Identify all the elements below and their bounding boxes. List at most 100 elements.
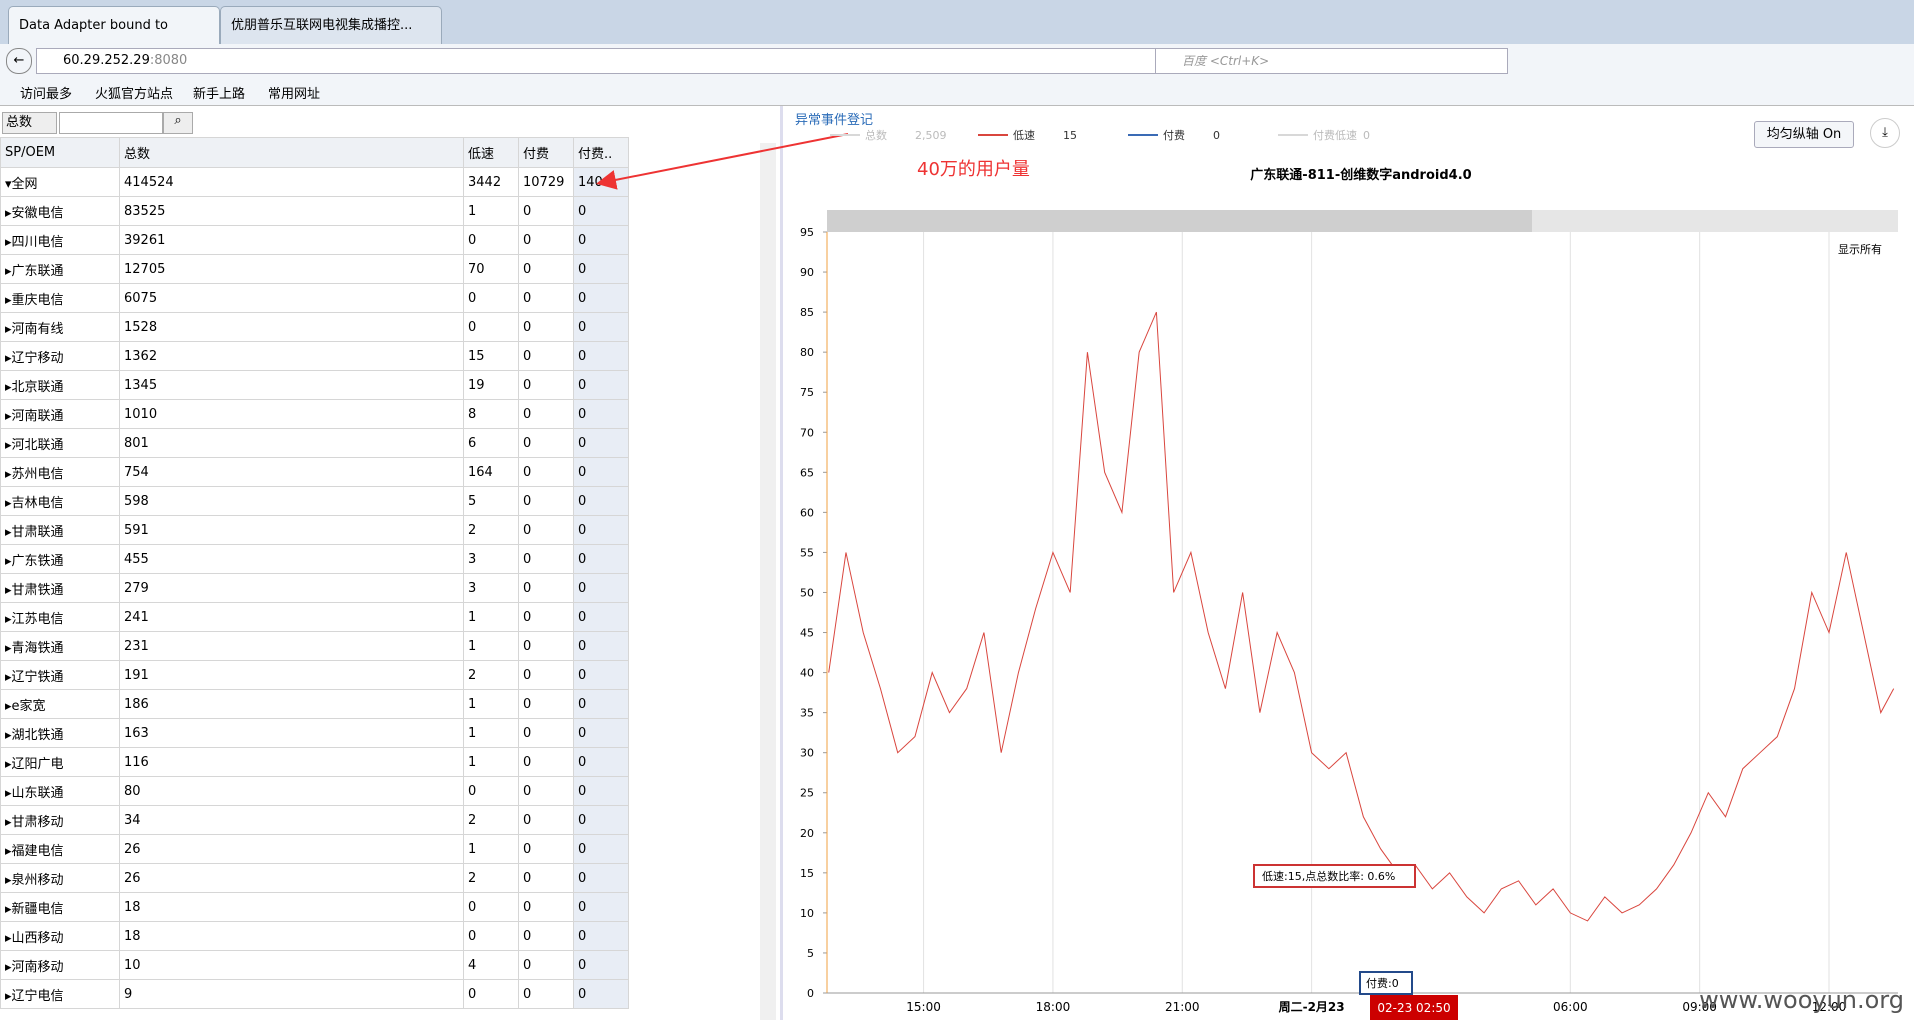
cell-text: 全网 bbox=[11, 176, 38, 192]
cell: 801 bbox=[119, 428, 464, 458]
cell: 10 bbox=[119, 950, 464, 980]
y-tick-label: 30 bbox=[800, 747, 814, 760]
legend-label: 付费低速 bbox=[1313, 129, 1357, 142]
cell-text: 甘肃联通 bbox=[11, 524, 64, 540]
bookmark[interactable]: 新手上路 bbox=[193, 87, 246, 102]
cell-text: 0 bbox=[468, 290, 477, 306]
cell: 1 bbox=[463, 747, 519, 777]
cell: ▸江苏电信 bbox=[0, 602, 120, 632]
cell-text: 801 bbox=[124, 435, 149, 451]
cell-text: 191 bbox=[124, 667, 149, 683]
cell-text: 广东联通 bbox=[11, 263, 64, 279]
cell: 0 bbox=[573, 486, 629, 516]
cell-text: 116 bbox=[124, 754, 149, 770]
table-row: ▸辽宁电信 9 0 0 0 bbox=[0, 979, 629, 1009]
panel-title: 异常事件登记 bbox=[795, 113, 874, 128]
legend-value: 2,509 bbox=[915, 129, 947, 142]
x-tick-label: 12:00 bbox=[1812, 1000, 1847, 1014]
cell: ▸甘肃铁通 bbox=[0, 573, 120, 603]
y-tick-label: 90 bbox=[800, 266, 814, 279]
show-all-button[interactable]: 显示所有 bbox=[1838, 243, 1882, 256]
cell: 0 bbox=[573, 950, 629, 980]
cell-text: 12705 bbox=[124, 261, 166, 277]
filter-input[interactable] bbox=[59, 112, 163, 134]
search-bar[interactable]: 百度 <Ctrl+K> bbox=[1155, 48, 1508, 74]
cell-text: 0 bbox=[523, 638, 532, 654]
column-header: 付费 bbox=[518, 137, 574, 168]
cell-text: 0 bbox=[523, 493, 532, 509]
cell: 0 bbox=[518, 805, 574, 835]
bookmark[interactable]: 访问最多 bbox=[20, 87, 73, 102]
table-row: ▸新疆电信 18 0 0 0 bbox=[0, 892, 629, 922]
cell-text: 2 bbox=[468, 870, 477, 886]
cell-text: 北京联通 bbox=[11, 379, 64, 395]
back-button[interactable]: ← bbox=[6, 48, 32, 74]
y-tick-label: 75 bbox=[800, 386, 814, 399]
cell: 0 bbox=[573, 718, 629, 748]
cell-text: 河南移动 bbox=[11, 959, 64, 975]
cell-text: 80 bbox=[124, 783, 141, 799]
header-row: SP/OEM 总数 低速 付费 付费.. bbox=[0, 137, 629, 168]
bookmark[interactable]: 火狐官方站点 bbox=[95, 87, 174, 102]
cell-text: 18 bbox=[124, 899, 141, 915]
bookmark[interactable]: 常用网址 bbox=[268, 87, 321, 102]
cell-text: 1362 bbox=[124, 348, 158, 364]
legend-label: 低速 bbox=[1013, 129, 1035, 142]
download-button[interactable]: ⤓ bbox=[1870, 118, 1900, 148]
y-tick-label: 70 bbox=[800, 426, 814, 439]
cell-text: 1 bbox=[468, 609, 477, 625]
table-row: ▸重庆电信 6075 0 0 0 bbox=[0, 283, 629, 313]
cell-text: 0 bbox=[523, 203, 532, 219]
cell: ▸四川电信 bbox=[0, 225, 120, 255]
y-tick-label: 15 bbox=[800, 867, 814, 880]
cell-text: 1 bbox=[468, 638, 477, 654]
cell: ▸福建电信 bbox=[0, 834, 120, 864]
cell: 2 bbox=[463, 805, 519, 835]
filter-select[interactable]: 总数 bbox=[2, 112, 57, 134]
cell-text: 吉林电信 bbox=[11, 495, 64, 511]
cell-text: 0 bbox=[578, 261, 587, 277]
cell-text: 0 bbox=[578, 725, 587, 741]
cell-text: 辽宁铁通 bbox=[11, 669, 64, 685]
tab[interactable]: 优朋普乐互联网电视集成播控... bbox=[220, 6, 442, 45]
cell: 0 bbox=[518, 428, 574, 458]
cell-text: 0 bbox=[578, 667, 587, 683]
cell-text: 0 bbox=[468, 899, 477, 915]
y-tick-label: 50 bbox=[800, 586, 814, 599]
cell-text: 0 bbox=[578, 841, 587, 857]
cell: 0 bbox=[573, 747, 629, 777]
table-row: ▸河南联通 1010 8 0 0 bbox=[0, 399, 629, 429]
cell: 241 bbox=[119, 602, 464, 632]
cell: 0 bbox=[463, 776, 519, 806]
y-tick-label: 20 bbox=[800, 827, 814, 840]
table-row: ▸辽宁铁通 191 2 0 0 bbox=[0, 660, 629, 690]
cell-text: 0 bbox=[468, 319, 477, 335]
y-tick-label: 35 bbox=[800, 707, 814, 720]
cell-text: 0 bbox=[523, 377, 532, 393]
cell: 1010 bbox=[119, 399, 464, 429]
cell: 1 bbox=[463, 196, 519, 226]
cell-text: 0 bbox=[578, 754, 587, 770]
table-row: ▸河南移动 10 4 0 0 bbox=[0, 950, 629, 980]
cell-text: 0 bbox=[578, 435, 587, 451]
cell-text: 0 bbox=[523, 464, 532, 480]
cell-text: 6075 bbox=[124, 290, 158, 306]
table-row: ▸福建电信 26 1 0 0 bbox=[0, 834, 629, 864]
axis-button[interactable]: 均匀纵轴 On bbox=[1754, 121, 1854, 148]
cell-text: 0 bbox=[578, 290, 587, 306]
cell-text: 青海铁通 bbox=[11, 640, 64, 656]
watermark: www.wooyun.org bbox=[1699, 986, 1904, 1014]
url-bar[interactable]: 60.29.252.29:8080 bbox=[36, 48, 1174, 74]
table-row: ▸四川电信 39261 0 0 0 bbox=[0, 225, 629, 255]
search-button[interactable]: ⌕ bbox=[163, 112, 193, 134]
cell-text: 山西移动 bbox=[11, 930, 64, 946]
cell: 5 bbox=[463, 486, 519, 516]
cell-text: 164 bbox=[468, 464, 493, 480]
cell: 0 bbox=[573, 312, 629, 342]
y-tick-label: 95 bbox=[800, 226, 814, 239]
table-row: ▸广东铁通 455 3 0 0 bbox=[0, 544, 629, 574]
cell: 8 bbox=[463, 399, 519, 429]
cell: 0 bbox=[573, 457, 629, 487]
cell-text: 泉州移动 bbox=[11, 872, 64, 888]
cell: 12705 bbox=[119, 254, 464, 284]
